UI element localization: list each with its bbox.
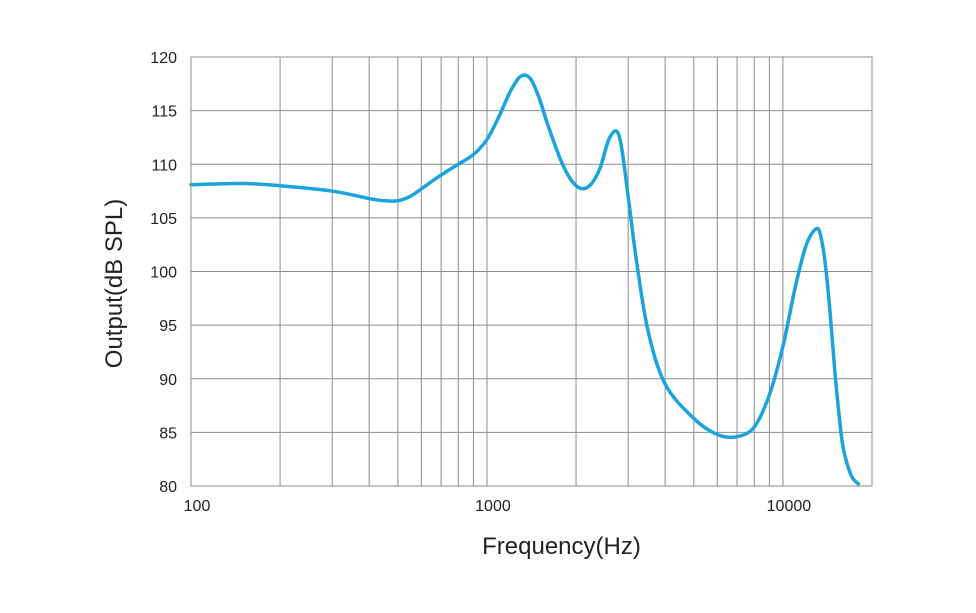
- y-tick-label: 105: [150, 211, 177, 228]
- x-tick-label: 100: [184, 498, 211, 515]
- y-tick-label: 85: [159, 425, 177, 442]
- y-tick-label: 100: [150, 265, 177, 282]
- y-tick-label: 110: [151, 157, 177, 174]
- x-axis-label: Frequency(Hz): [482, 533, 641, 560]
- series-line: [189, 73, 861, 486]
- x-tick-label: 10000: [767, 498, 812, 515]
- x-tick-label: 1000: [475, 498, 511, 515]
- grid-lines: [191, 56, 872, 487]
- y-tick-label: 115: [151, 104, 177, 121]
- y-axis-label: Output(dB SPL): [101, 199, 128, 368]
- series-lines: [189, 73, 861, 486]
- y-tick-label: 95: [159, 318, 177, 335]
- tick-labels: 80 85 90 95 100 105 110 115 120 100 1000 10000: [150, 50, 811, 515]
- y-tick-label: 120: [150, 50, 177, 67]
- plot-frame: [190, 56, 873, 487]
- y-tick-label: 90: [159, 372, 177, 389]
- y-tick-label: 80: [159, 479, 177, 496]
